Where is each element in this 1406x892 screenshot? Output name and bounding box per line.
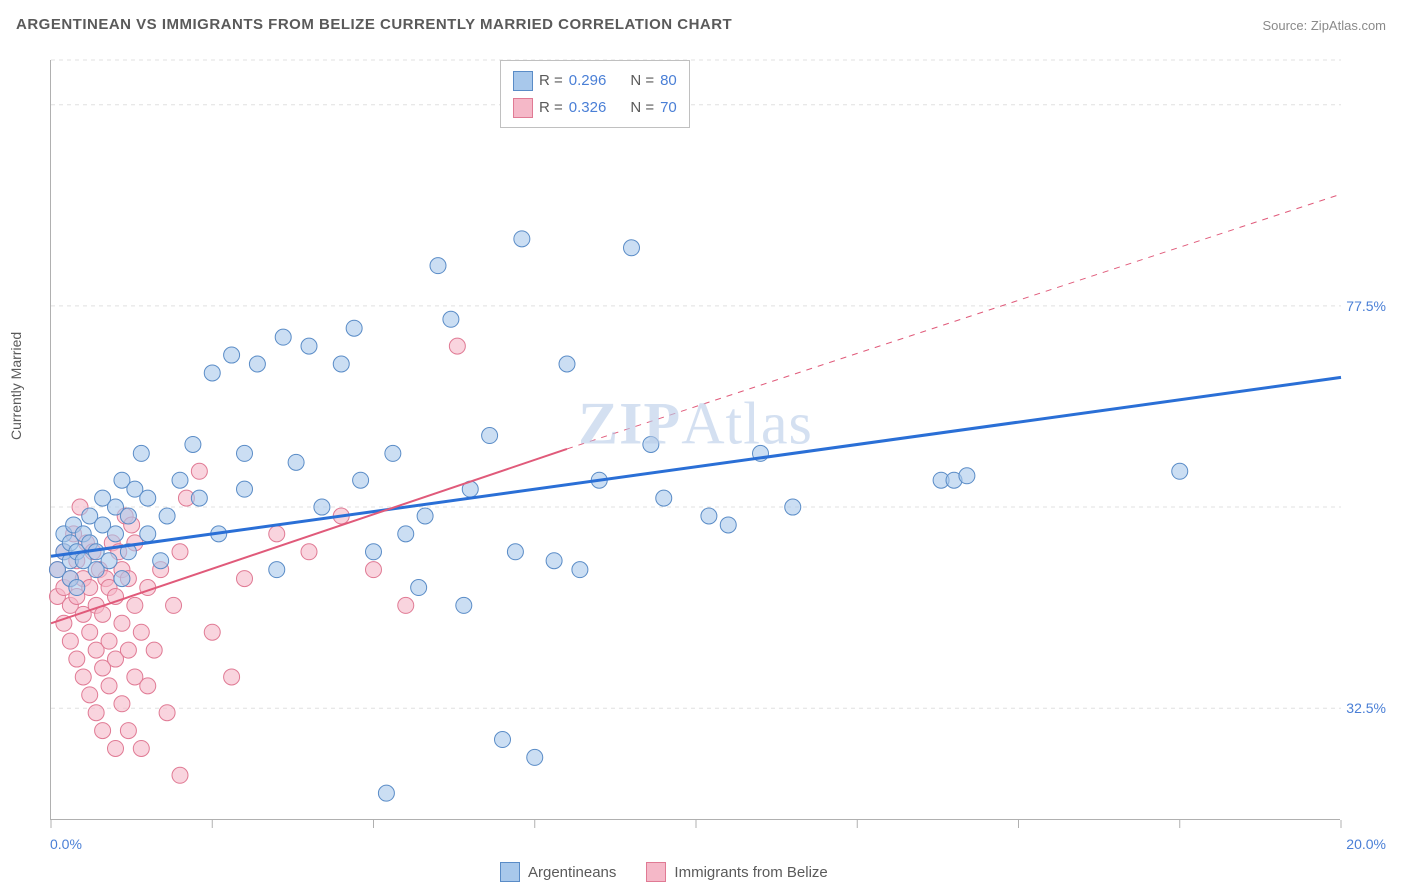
scatter-plot-svg [51,60,1340,819]
y-axis-label: Currently Married [8,332,24,440]
r-value: 0.296 [569,67,607,94]
stats-legend-row: R = 0.326 N = 70 [513,94,677,121]
n-label: N = [630,67,654,94]
stats-legend-row: R = 0.296 N = 80 [513,67,677,94]
series-legend-item: Argentineans [500,862,616,882]
source-attribution: Source: ZipAtlas.com [1262,18,1386,33]
y-tick-label: 32.5% [1346,700,1386,716]
x-tick-label: 20.0% [1346,836,1386,852]
plot-area: ZIPAtlas [50,60,1340,820]
stats-legend: R = 0.296 N = 80 R = 0.326 N = 70 [500,60,690,128]
legend-swatch [513,71,533,91]
series-legend-label: Argentineans [528,864,616,881]
r-label: R = [539,94,563,121]
legend-swatch [513,98,533,118]
chart-container: ARGENTINEAN VS IMMIGRANTS FROM BELIZE CU… [0,0,1406,892]
legend-swatch [646,862,666,882]
x-tick-label: 0.0% [50,836,82,852]
series-legend: Argentineans Immigrants from Belize [500,862,828,882]
legend-swatch [500,862,520,882]
n-label: N = [630,94,654,121]
n-value: 70 [660,94,677,121]
r-label: R = [539,67,563,94]
series-legend-item: Immigrants from Belize [646,862,827,882]
y-tick-label: 77.5% [1346,298,1386,314]
chart-title: ARGENTINEAN VS IMMIGRANTS FROM BELIZE CU… [16,16,732,33]
series-legend-label: Immigrants from Belize [674,864,827,881]
r-value: 0.326 [569,94,607,121]
n-value: 80 [660,67,677,94]
